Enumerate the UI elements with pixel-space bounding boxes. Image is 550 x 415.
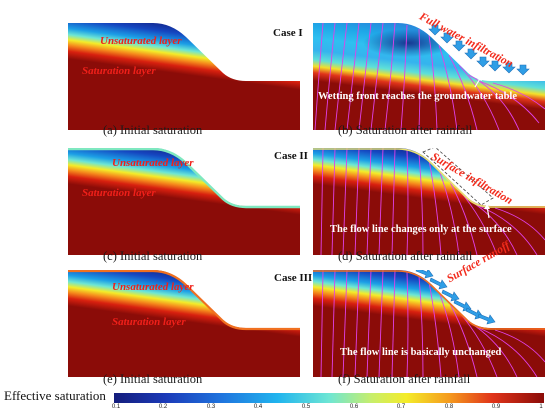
- caption-f: (f) Saturation after rainfall: [338, 372, 471, 386]
- panel-b-plot: [313, 23, 545, 130]
- annotation-flow-line-surface: The flow line changes only at the surfac…: [330, 224, 512, 235]
- unsaturated-layer-label-e: Unsaturated layer: [112, 281, 194, 293]
- panel-c-plot: [68, 148, 300, 255]
- colorbar-tick-3: 0.4: [253, 404, 263, 410]
- annotation-wetting-front: Wetting front reaches the groundwater ta…: [318, 91, 517, 102]
- saturation-layer-label-c: Saturation layer: [82, 187, 156, 199]
- caption-b: (b) Saturation after rainfall: [338, 123, 473, 137]
- caption-c: (c) Initial saturation: [103, 249, 203, 263]
- unsaturated-layer-label-c: Unsaturated layer: [112, 157, 194, 169]
- caption-a: (a) Initial saturation: [103, 123, 203, 137]
- colorbar-tick-2: 0.3: [206, 404, 216, 410]
- colorbar-tick-0: 0.1: [111, 404, 121, 410]
- panel-f-plot: [313, 270, 545, 377]
- colorbar-tick-1: 0.2: [158, 404, 168, 410]
- colorbar-tick-4: 0.5: [301, 404, 311, 410]
- saturation-layer-label-a: Saturation layer: [82, 65, 156, 77]
- panel-a-plot: [68, 23, 300, 130]
- panel-d-plot: [313, 148, 545, 255]
- case-label-3: Case III: [274, 272, 313, 284]
- panel-e-plot: [68, 270, 300, 377]
- annotation-flow-line-unchanged: The flow line is basically unchanged: [340, 347, 502, 358]
- colorbar: [114, 393, 544, 403]
- saturation-layer-label-e: Saturation layer: [112, 316, 186, 328]
- caption-d: (d) Saturation after rainfall: [338, 249, 473, 263]
- unsaturated-layer-label-a: Unsaturated layer: [100, 35, 182, 47]
- colorbar-tick-9: 1: [539, 404, 543, 410]
- colorbar-title: Effective saturation: [4, 388, 106, 403]
- case-label-2: Case II: [274, 150, 308, 162]
- caption-e: (e) Initial saturation: [103, 372, 203, 386]
- colorbar-tick-6: 0.7: [396, 404, 406, 410]
- colorbar-tick-5: 0.6: [349, 404, 359, 410]
- colorbar-tick-8: 0.9: [491, 404, 501, 410]
- colorbar-tick-7: 0.8: [444, 404, 454, 410]
- case-label-1: Case I: [273, 27, 303, 39]
